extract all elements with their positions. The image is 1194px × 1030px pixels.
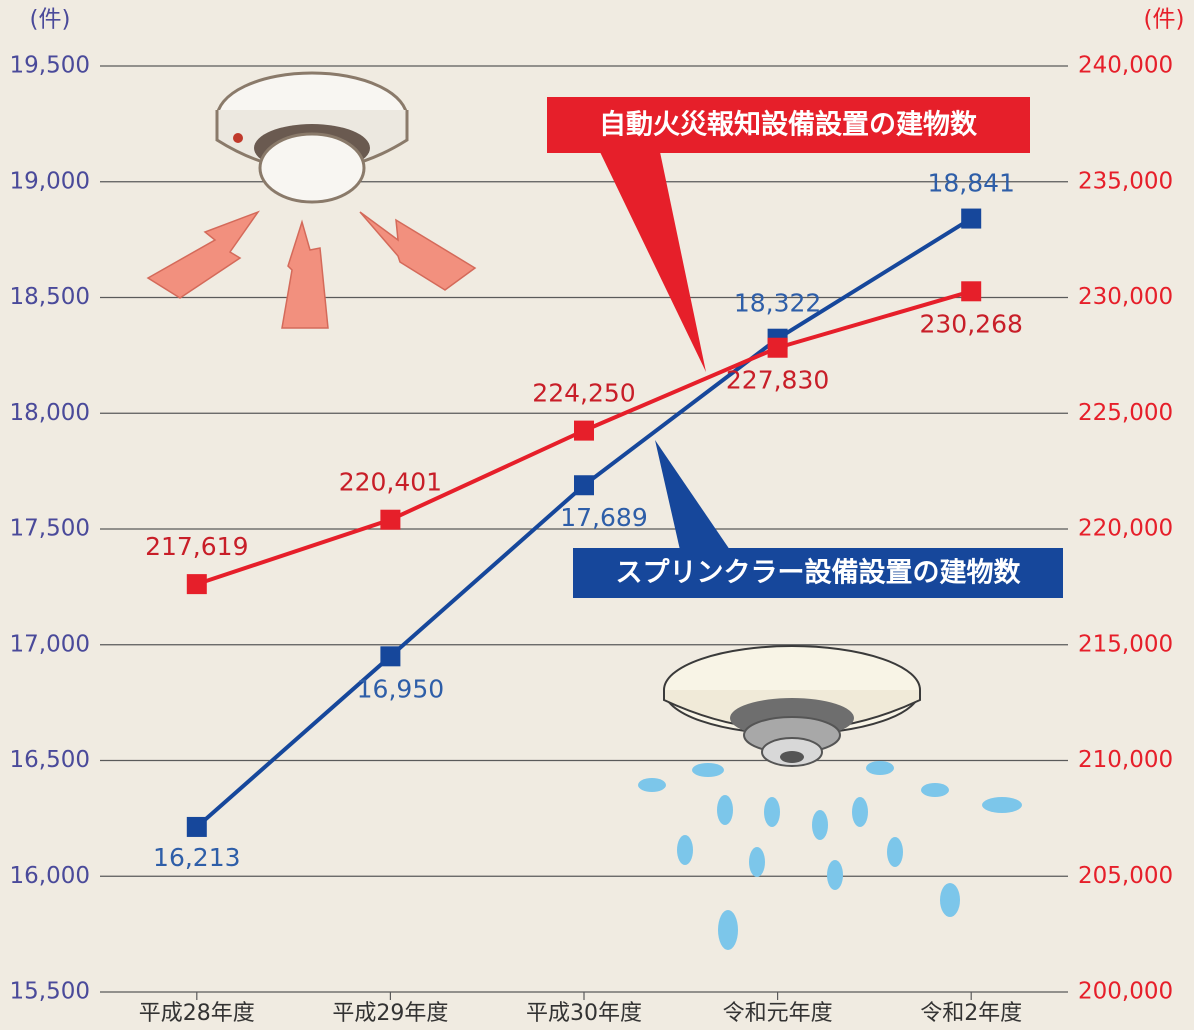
y-unit: (件) [30, 7, 71, 33]
legend-label: スプリンクラー設備設置の建物数 [616, 557, 1022, 589]
data-label: 230,268 [920, 309, 1023, 338]
y-tick-label: 15,500 [10, 979, 90, 1005]
data-point [574, 420, 594, 441]
y-tick-label: 17,000 [10, 631, 90, 657]
y-tick-label: 16,000 [10, 863, 90, 889]
y2-unit: (件) [1144, 7, 1185, 33]
y2-tick-label: 210,000 [1078, 747, 1173, 773]
y2-tick-label: 215,000 [1078, 631, 1173, 657]
x-tick-label: 平成29年度 [332, 1001, 448, 1026]
legend-box [547, 97, 1030, 153]
data-point [380, 509, 401, 530]
data-point [961, 208, 982, 229]
y-tick-label: 18,000 [10, 400, 90, 426]
y2-tick-label: 205,000 [1078, 863, 1173, 889]
y-tick-label: 19,500 [10, 53, 90, 79]
water-drops [638, 761, 1022, 950]
data-label: 16,213 [153, 843, 240, 872]
data-point [574, 475, 594, 496]
x-tick-label: 令和2年度 [920, 1001, 1022, 1026]
data-point [767, 337, 788, 358]
illustrations [146, 71, 1022, 950]
data-label: 224,250 [532, 379, 635, 408]
y-tick-label: 19,000 [10, 168, 90, 194]
legend-label: 自動火災報知設備設置の建物数 [599, 109, 978, 141]
x-tick-label: 平成30年度 [526, 1001, 642, 1026]
y-tick-label: 18,500 [10, 284, 90, 310]
data-point [961, 281, 982, 302]
sprinkler-illustration [663, 645, 921, 767]
data-label: 16,950 [357, 674, 444, 703]
data-point [186, 574, 207, 595]
y2-tick-label: 230,000 [1078, 284, 1173, 310]
data-label: 220,401 [339, 468, 442, 497]
y2-tick-label: 235,000 [1078, 168, 1173, 194]
data-label: 18,322 [734, 289, 821, 318]
alarm-bolts [146, 210, 477, 329]
data-label: 17,689 [560, 503, 647, 532]
y2-tick-label: 240,000 [1078, 53, 1173, 79]
smoke-detector-illustration [215, 71, 409, 204]
x-tick-label: 平成28年度 [139, 1001, 255, 1026]
y-tick-label: 17,500 [10, 516, 90, 542]
y-tick-label: 16,500 [10, 747, 90, 773]
y2-tick-label: 225,000 [1078, 400, 1173, 426]
data-label: 18,841 [927, 169, 1014, 198]
data-label: 217,619 [145, 532, 248, 561]
callout-pointer [600, 152, 706, 372]
data-point [186, 816, 207, 837]
data-point [380, 646, 401, 667]
y2-tick-label: 200,000 [1078, 979, 1173, 1005]
x-tick-label: 令和元年度 [723, 1001, 833, 1026]
callout-pointer [655, 440, 730, 550]
data-label: 227,830 [726, 366, 829, 395]
y2-tick-label: 220,000 [1078, 516, 1173, 542]
legend-box [573, 548, 1063, 598]
